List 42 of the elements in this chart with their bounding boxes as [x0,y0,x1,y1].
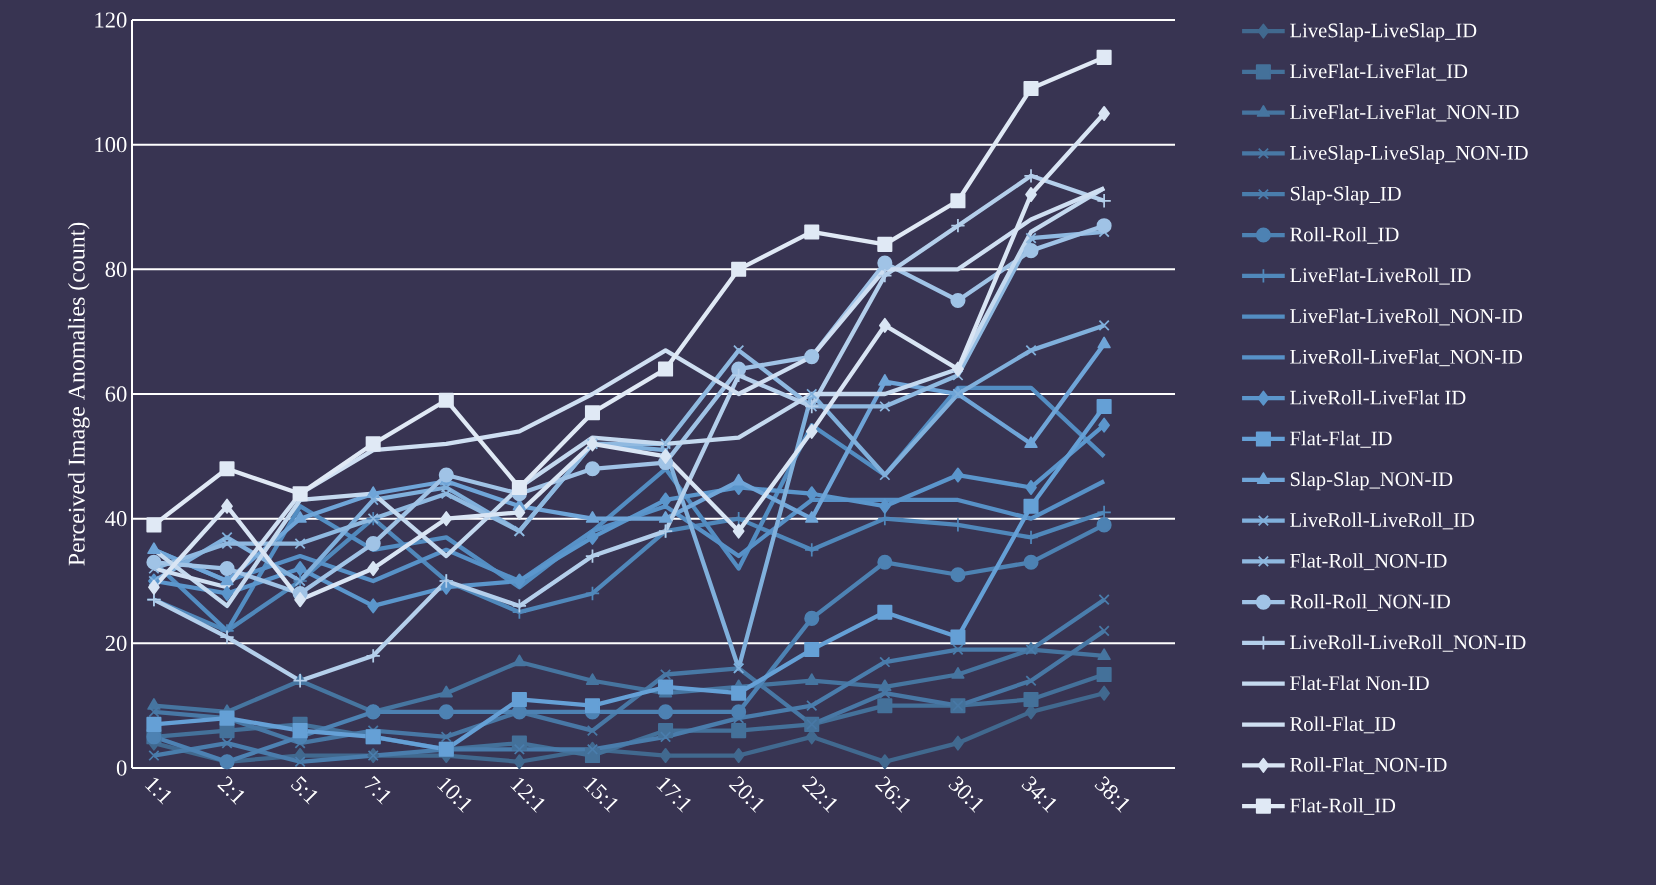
legend-label: Roll-Flat_NON-ID [1290,757,1447,775]
legend-label: Flat-Flat_ID [1290,430,1392,448]
x-tick-label: 1:1 [144,777,172,805]
legend-label: Roll-Roll_ID [1290,226,1399,244]
legend-label: Flat-Roll_NON-ID [1290,553,1447,571]
legend-label: LiveRoll-LiveFlat ID [1290,390,1466,405]
legend-label: Slap-Slap_NON-ID [1290,471,1453,491]
legend-label: Roll-Roll_NON-ID [1290,594,1450,611]
legend-label: LiveSlap-LiveSlap_NON-ID [1290,145,1528,164]
x-tick-label: 30:1 [948,776,984,813]
legend-label: Slap-Slap_ID [1290,186,1401,205]
legend-label: LiveRoll-LiveRoll_ID [1290,512,1475,530]
y-tick-label: 100 [95,137,127,153]
y-tick-label: 20 [105,635,127,651]
x-tick-label: 5:1 [290,776,318,805]
y-axis-title: Perceived Image Anomalies (count) [67,222,90,566]
y-tick-label: 60 [105,386,127,402]
legend-label: Flat-Roll_ID [1290,797,1396,815]
legend-label: LiveFlat-LiveFlat_ID [1290,63,1468,81]
legend-label: Flat-Flat Non-ID [1290,675,1429,691]
legend-label: LiveFlat-LiveRoll_NON-ID [1290,308,1523,326]
x-tick-label: 20:1 [728,776,764,813]
legend-label: LiveRoll-LiveRoll_NON-ID [1290,634,1526,652]
x-tick-label: 34:1 [1021,776,1057,813]
x-tick-label: 10:1 [437,777,472,813]
x-tick-label: 15:1 [583,777,618,813]
legend-label: Roll-Flat_ID [1290,716,1396,734]
x-tick-label: 38:1 [1094,776,1130,813]
legend-label: LiveFlat-LiveFlat_NON-ID [1290,104,1519,122]
x-tick-label: 22:1 [801,776,838,813]
legend-label: LiveRoll-LiveFlat_NON-ID [1290,349,1523,367]
x-tick-label: 26:1 [874,776,911,813]
x-tick-label: 2:1 [217,776,245,805]
y-tick-label: 120 [95,12,127,28]
x-tick-label: 17:1 [656,777,691,813]
legend-label: LiveFlat-LiveRoll_ID [1290,267,1471,285]
x-tick-label: 12:1 [510,777,545,813]
y-tick-label: 80 [105,261,127,277]
y-tick-label: 40 [105,511,127,527]
y-tick-label: 0 [116,760,127,776]
x-tick-label: 7:1 [364,775,391,805]
legend-label: LiveSlap-LiveSlap_ID [1290,22,1477,42]
